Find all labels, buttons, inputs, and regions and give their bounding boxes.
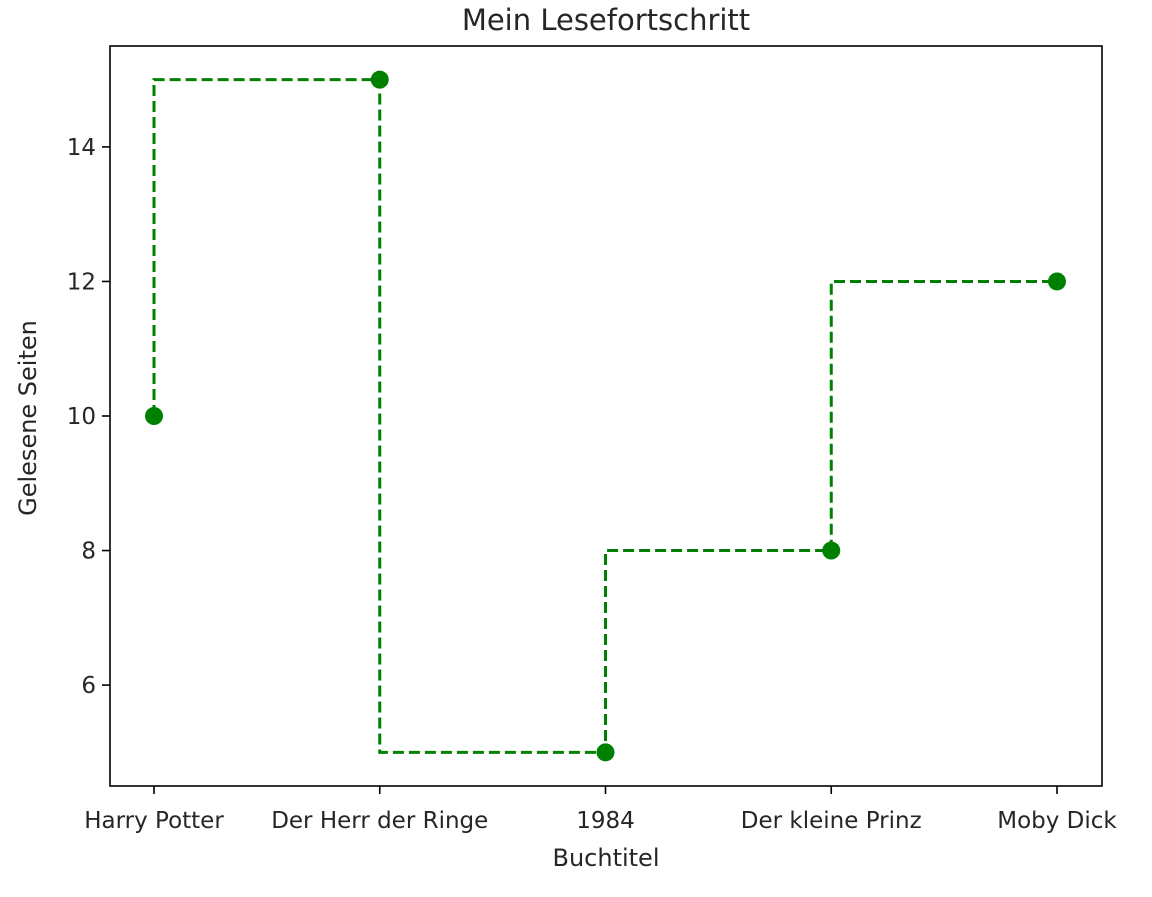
axis-layer: 6 8 10 12 14 Harry Potter Der Herr der Ringe 19… [67,135,1118,834]
data-point-marker [1048,272,1066,291]
y-tick-label: 10 [67,404,96,430]
x-tick-label: Harry Potter [84,808,224,834]
data-point-marker [822,541,841,560]
y-tick-label: 14 [67,135,96,161]
y-axis-label: Gelesene Seiten [14,320,42,516]
x-axis-label: Buchtitel [552,844,659,872]
chart-title: Mein Lesefortschritt [462,3,750,37]
x-tick-label: Der kleine Prinz [741,808,922,834]
plot-layer [145,70,1066,762]
data-point-marker [370,70,389,89]
y-tick-label: 6 [81,673,96,699]
x-tick-label: Moby Dick [997,808,1117,834]
x-tick-label: Der Herr der Ringe [271,808,488,834]
data-point-marker [145,407,163,425]
y-tick-label: 8 [81,539,96,565]
data-point-marker [596,743,615,762]
y-tick-label: 12 [67,269,96,295]
x-tick-label: 1984 [576,808,635,834]
